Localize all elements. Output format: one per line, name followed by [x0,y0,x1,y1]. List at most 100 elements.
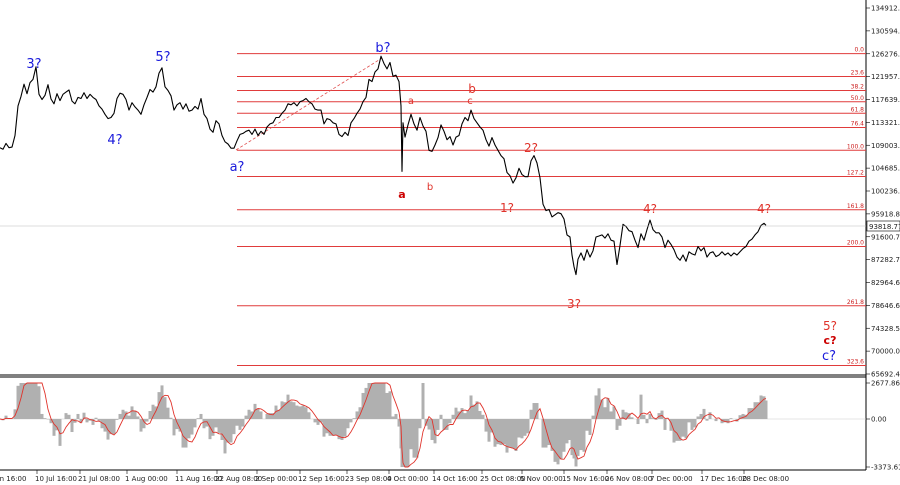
indicator-bar [648,413,652,419]
fib-level-label: 323.6 [847,359,864,366]
current-price-box [866,220,900,232]
indicator-bar [25,383,29,419]
indicator-bar [621,409,625,419]
indicator-bar [490,419,494,433]
indicator-bar [187,419,191,439]
indicator-bar [487,419,491,442]
wave-label: a? [230,160,245,175]
time-tick-label: 30 Jun 16:00 [0,475,26,483]
wave-label: c? [824,334,837,347]
indicator-bar [85,419,89,423]
indicator-bar [460,408,464,419]
indicator-bar [316,419,320,425]
indicator-bar [391,416,395,419]
wave-label: 2? [524,141,538,155]
indicator-bar [508,419,512,448]
indicator-bar [421,383,425,419]
indicator-bar [76,413,80,419]
indicator-bar [615,419,619,430]
indicator-bar [570,419,574,456]
indicator-bar [597,388,601,419]
indicator-bar [334,419,338,435]
indicator-bar [307,412,311,419]
indicator-bar [759,395,763,419]
indicator-bar [118,413,122,419]
indicator-bar [352,418,356,419]
indicator-bar [34,383,38,419]
indicator-bar [756,402,760,419]
indicator-bar [412,419,416,458]
indicator-bar [142,419,146,429]
price-tick-label: 100236.85 [871,188,900,196]
indicator-bar [130,406,134,419]
indicator-bar [636,419,640,425]
indicator-bar [403,419,407,467]
indicator-bar [499,419,503,446]
indicator-bar [55,419,59,431]
indicator-bar [576,419,580,456]
price-line [0,55,767,276]
indicator-bar [609,411,613,419]
indicator-bar [744,414,748,419]
indicator-bar [669,419,673,431]
indicator-bar [585,419,589,431]
time-tick-label: 4 Oct 00:00 [387,475,428,483]
fib-level-label: 200.0 [847,240,864,247]
indicator-bar [436,419,440,430]
price-tick-label: 104685.75 [871,165,900,173]
indicator-bar [382,383,386,419]
time-tick-label: 21 Jul 08:00 [78,475,120,483]
indicator-bar [121,409,125,419]
indicator-bar [466,410,470,419]
indicator-bar [67,414,71,419]
indicator-bar [286,394,290,419]
indicator-bar [298,406,302,419]
indicator-bar [376,383,380,419]
indicator-bar [22,383,26,419]
indicator-tick-label: -3373.613 [871,464,900,472]
time-tick-label: 26 Nov 08:00 [605,475,652,483]
indicator-bar [31,383,35,419]
indicator-bar [696,416,700,419]
indicator-bar [433,419,437,444]
indicator-bar [157,392,161,419]
price-series [0,55,767,276]
indicator-bar [594,395,598,419]
indicator-bar [271,413,275,419]
indicator-bar [663,419,667,430]
indicator-bar [675,419,679,441]
indicator-bar [424,419,428,426]
indicator-bar [151,404,155,419]
fib-level-label: 38.2 [851,84,865,91]
time-tick-label: 23 Sep 08:00 [345,475,392,483]
time-tick-label: 17 Dec 16:00 [700,475,747,483]
indicator-bar [94,417,98,419]
fib-level-label: 127.2 [847,169,864,176]
indicator-bar [591,415,595,419]
indicator-bar [79,419,83,423]
indicator-bar [322,419,326,437]
indicator-bar [654,419,658,420]
indicator-bar [196,418,200,419]
indicator-bar [244,415,248,419]
indicator-bar [100,419,104,429]
indicator-bar [764,400,768,419]
indicator-bar [562,419,566,452]
indicator-bar [124,411,128,419]
indicator-bar [349,419,353,423]
indicator-bar [160,385,164,419]
wave-label: 3? [26,57,41,72]
indicator-bar [265,413,269,419]
indicator-bar [627,413,631,419]
indicator-bar [16,385,20,419]
indicator-bar [295,405,299,419]
indicator-bar [720,419,724,424]
indicator-bar [52,419,56,436]
fib-level-label: 100.0 [847,143,864,150]
time-tick-label: 2 Sep 00:00 [255,475,297,483]
price-tick-label: 130594.00 [871,27,900,35]
indicator-bar [388,391,392,419]
indicator-bar [442,419,446,430]
indicator-bar [190,419,194,435]
